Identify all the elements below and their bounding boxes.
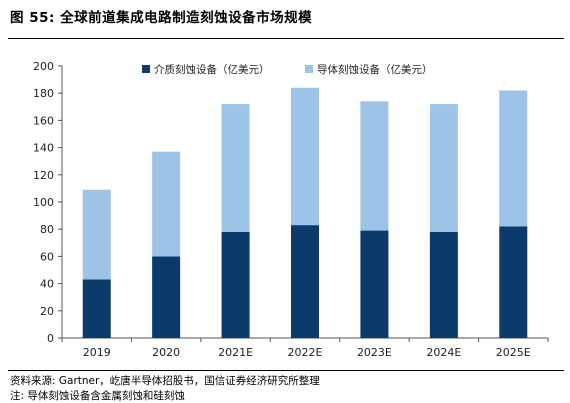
y-axis: 0 20 40 60 80 100 120 140 160 180 200 — [33, 60, 63, 345]
bar-dielectric — [499, 226, 528, 338]
y-tick-label: 80 — [40, 223, 54, 236]
x-tick-label: 2023E — [357, 346, 392, 359]
source-note: 资料来源: Gartner，屹唐半导体招股书，国信证券经济研究所整理 — [10, 375, 320, 387]
x-tick-label: 2024E — [426, 346, 461, 359]
legend-swatch — [142, 65, 150, 73]
bar-conductor — [82, 189, 111, 280]
bottom-rule — [8, 370, 564, 371]
y-tick-label: 160 — [33, 114, 54, 127]
bar-dielectric — [291, 225, 319, 338]
footnote: 注: 导体刻蚀设备含金属刻蚀和硅刻蚀 — [10, 390, 185, 402]
y-tick-label: 40 — [40, 278, 54, 291]
bar-conductor — [499, 90, 528, 227]
bar-conductor — [221, 104, 250, 232]
y-tick-label: 60 — [40, 250, 54, 263]
bar-dielectric — [360, 230, 389, 338]
y-tick-label: 20 — [40, 305, 54, 318]
x-tick-label: 2019 — [83, 346, 111, 359]
legend: 介质刻蚀设备（亿美元） 导体刻蚀设备（亿美元） — [142, 63, 433, 76]
x-tick-label: 2021E — [218, 346, 253, 359]
x-tick-label: 2020 — [152, 346, 180, 359]
top-rule — [8, 38, 564, 39]
bars — [82, 87, 528, 338]
bar-conductor — [152, 151, 181, 257]
legend-swatch — [305, 65, 313, 73]
legend-label: 介质刻蚀设备（亿美元） — [154, 63, 270, 76]
bar-conductor — [291, 87, 319, 226]
y-tick-label: 180 — [33, 87, 54, 100]
x-tick-label: 2025E — [496, 346, 531, 359]
stacked-bar-chart: 0 20 40 60 80 100 120 140 160 180 200 2019 2020 2021… — [33, 60, 549, 359]
y-tick-label: 100 — [33, 196, 54, 209]
bar-conductor — [360, 101, 389, 231]
y-tick-label: 200 — [33, 60, 54, 73]
legend-label: 导体刻蚀设备（亿美元） — [317, 63, 433, 76]
bar-dielectric — [221, 231, 250, 338]
bar-dielectric — [152, 256, 181, 338]
y-tick-label: 120 — [33, 169, 54, 182]
y-tick-label: 140 — [33, 142, 54, 155]
bar-dielectric — [429, 231, 458, 338]
bar-dielectric — [82, 279, 111, 338]
page-title: 图 55: 全球前道集成电路制造刻蚀设备市场规模 — [10, 10, 313, 26]
bar-conductor — [429, 104, 458, 232]
x-axis: 2019 2020 2021E 2022E 2023E 2024E 2025E — [61, 337, 549, 359]
x-tick-label: 2022E — [288, 346, 323, 359]
y-tick-label: 0 — [47, 332, 54, 345]
